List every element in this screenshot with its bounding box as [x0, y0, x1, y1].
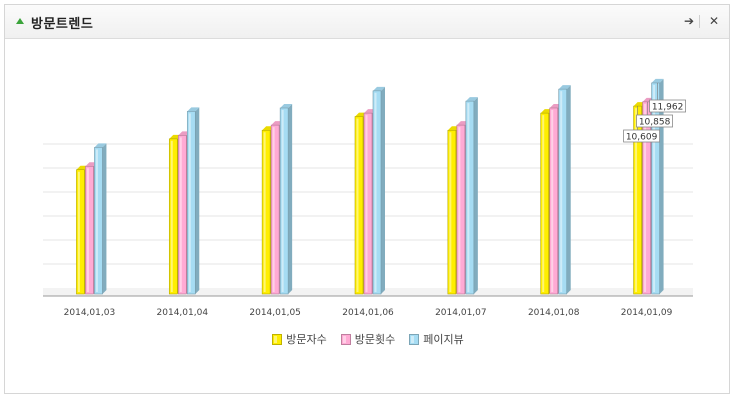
chart-legend: 방문자수 방문횟수 페이지뷰: [5, 331, 731, 347]
bar-side: [473, 97, 478, 294]
bar-highlight: [281, 110, 284, 292]
legend-swatch: [272, 333, 283, 345]
bar: [85, 165, 94, 295]
bar-highlight: [86, 168, 89, 292]
bar-highlight: [449, 132, 452, 292]
bar: [456, 124, 466, 295]
bar-highlight: [542, 115, 545, 293]
bar-highlight: [272, 127, 275, 293]
x-tick-label: 2014,01,09: [621, 308, 673, 318]
go-arrow-icon[interactable]: ➔: [683, 14, 695, 28]
legend-item[interactable]: 방문횟수: [340, 331, 396, 347]
legend-swatch: [409, 333, 420, 345]
bar-highlight: [356, 118, 359, 292]
bar-side: [566, 85, 571, 294]
x-tick-label: 2014,01,06: [342, 308, 394, 318]
visit-trend-panel: 방문트렌드 ➔ ✕ 2014,01,03 2014,01,04 2014,01,05…: [4, 4, 730, 394]
bar-highlight: [77, 171, 80, 292]
bar-top: [94, 143, 107, 148]
bar: [76, 169, 85, 295]
legend-swatch: [340, 333, 351, 345]
bar-side: [102, 143, 107, 294]
bar-side: [195, 107, 200, 294]
bar-highlight: [467, 103, 470, 293]
bar-top: [373, 86, 385, 91]
data-label-box: [636, 114, 673, 128]
x-tick-label: 2014,01,08: [528, 308, 580, 318]
bar-highlight: [644, 103, 647, 292]
bar-highlight: [365, 115, 368, 293]
bar-highlight: [374, 92, 377, 292]
data-label: 10,858: [639, 118, 671, 128]
bar: [261, 129, 271, 295]
collapse-arrow-icon[interactable]: [16, 18, 24, 24]
bar-top: [465, 97, 478, 102]
bar: [354, 116, 364, 295]
bar-side: [659, 78, 664, 295]
bar: [177, 135, 187, 295]
bar: [168, 138, 178, 295]
bar: [279, 107, 289, 295]
bar: [540, 112, 550, 295]
bar-top: [558, 85, 571, 90]
bar-highlight: [179, 137, 182, 292]
panel-title: 방문트렌드: [31, 17, 94, 32]
bar: [94, 147, 103, 295]
bar-top: [280, 104, 293, 108]
bar-highlight: [551, 110, 554, 292]
bar: [447, 129, 457, 295]
data-label: 11,962: [652, 103, 684, 113]
x-tick-label: 2014,01,05: [249, 308, 301, 318]
legend-item[interactable]: 방문자수: [272, 331, 327, 347]
x-tick-label: 2014,01,07: [435, 308, 487, 318]
bar: [270, 124, 280, 295]
x-tick-label: 2014,01,03: [64, 308, 116, 318]
data-label: 10,609: [626, 133, 658, 143]
bar-highlight: [635, 108, 638, 292]
data-label-box: [623, 129, 660, 143]
bar: [363, 112, 373, 295]
bar-highlight: [170, 140, 173, 292]
data-label-box: [649, 99, 686, 113]
bar: [549, 107, 559, 295]
bar-highlight: [188, 113, 191, 292]
bar: [465, 100, 475, 295]
bar-highlight: [95, 149, 98, 292]
panel-header: 방문트렌드 ➔ ✕: [5, 5, 729, 39]
bar-side: [381, 86, 385, 294]
bar-side: [288, 104, 293, 294]
legend-label: 방문자수: [286, 333, 327, 346]
bar-highlight: [653, 84, 656, 293]
bar-top: [651, 78, 664, 83]
close-icon[interactable]: ✕: [708, 14, 720, 28]
bar: [558, 88, 568, 295]
header-divider: [699, 15, 700, 28]
bar: [186, 111, 196, 295]
bar: [651, 82, 660, 295]
legend-item[interactable]: 페이지뷰: [409, 331, 464, 347]
bar-top: [187, 107, 200, 112]
bar: [642, 101, 651, 295]
legend-label: 페이지뷰: [423, 333, 464, 346]
legend-label: 방문횟수: [354, 333, 396, 346]
bar-highlight: [458, 127, 461, 293]
x-tick-label: 2014,01,04: [157, 308, 209, 318]
bar: [372, 90, 382, 295]
bar-highlight: [263, 132, 266, 292]
bar-highlight: [560, 91, 563, 292]
visit-trend-chart: 2014,01,03 2014,01,04 2014,01,05 2014,01,06…: [43, 78, 693, 318]
